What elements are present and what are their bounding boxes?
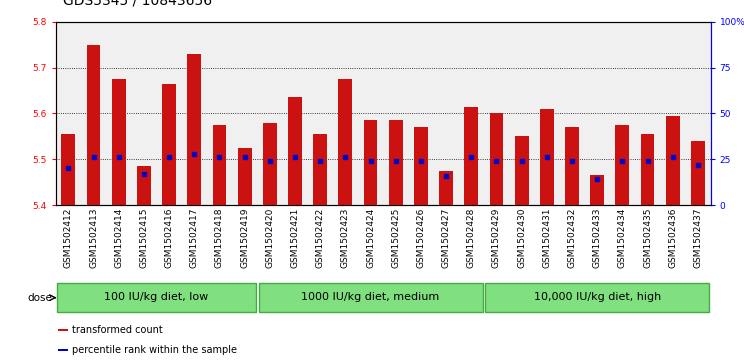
Bar — [414, 127, 428, 205]
Bar — [691, 141, 705, 205]
Bar — [137, 166, 151, 205]
Bar — [666, 116, 680, 205]
Bar — [485, 283, 709, 312]
Bar — [389, 120, 403, 205]
Bar — [86, 45, 100, 205]
Text: percentile rank within the sample: percentile rank within the sample — [72, 345, 237, 355]
Bar — [464, 107, 478, 205]
Text: 100 IU/kg diet, low: 100 IU/kg diet, low — [104, 292, 208, 302]
Bar — [62, 134, 75, 205]
Text: 10,000 IU/kg diet, high: 10,000 IU/kg diet, high — [533, 292, 661, 302]
Bar — [57, 329, 68, 331]
Bar — [439, 171, 453, 205]
Bar — [339, 79, 353, 205]
Bar — [112, 79, 126, 205]
Bar — [490, 113, 504, 205]
Text: 1000 IU/kg diet, medium: 1000 IU/kg diet, medium — [301, 292, 440, 302]
Bar — [540, 109, 554, 205]
Bar — [57, 349, 68, 351]
Bar — [187, 54, 201, 205]
Text: dose: dose — [28, 293, 52, 303]
Bar — [162, 83, 176, 205]
Bar — [263, 123, 277, 205]
Bar — [238, 148, 251, 205]
Bar — [364, 120, 377, 205]
Bar — [641, 134, 655, 205]
Bar — [515, 136, 528, 205]
Bar — [313, 134, 327, 205]
Bar — [615, 125, 629, 205]
Text: transformed count: transformed count — [72, 325, 163, 335]
Bar — [258, 283, 483, 312]
Bar — [565, 127, 579, 205]
Bar — [590, 175, 604, 205]
Bar — [288, 97, 302, 205]
Text: GDS5345 / 10843656: GDS5345 / 10843656 — [63, 0, 212, 7]
Bar — [57, 283, 256, 312]
Bar — [213, 125, 226, 205]
